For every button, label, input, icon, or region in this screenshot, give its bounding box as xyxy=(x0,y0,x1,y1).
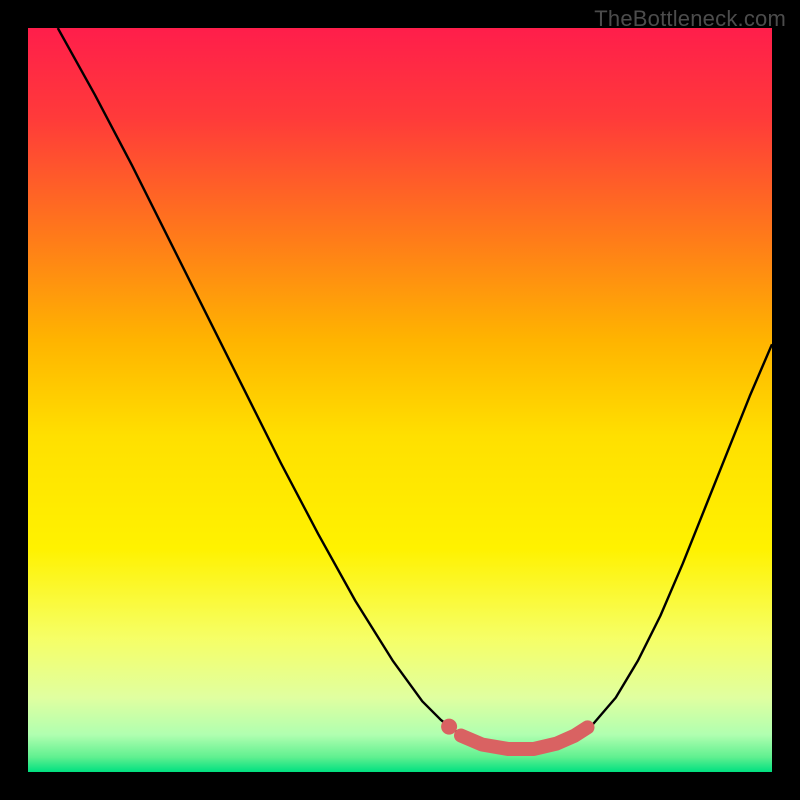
chart-background xyxy=(28,28,772,772)
chart-frame: TheBottleneck.com xyxy=(0,0,800,800)
current-config-marker xyxy=(441,719,457,735)
chart-svg xyxy=(28,28,772,772)
chart-plot-area xyxy=(28,28,772,772)
